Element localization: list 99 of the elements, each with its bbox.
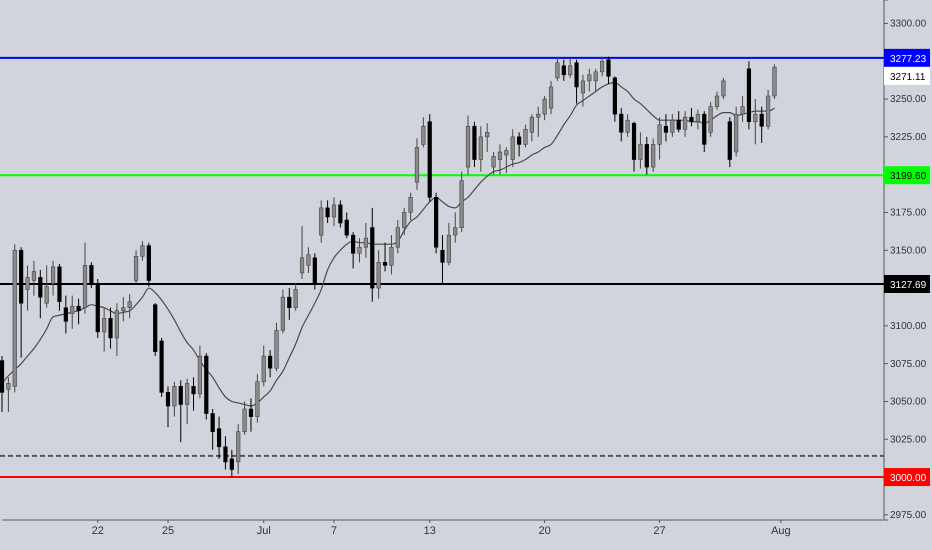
candlestick: [50, 260, 56, 296]
y-tick-label: 3025.00: [890, 434, 927, 446]
candlestick: [338, 200, 342, 228]
candlestick: [172, 381, 176, 418]
candlestick: [287, 288, 292, 320]
candlestick: [517, 132, 522, 157]
candlestick: [248, 398, 254, 432]
y-tick-label: 2975.00: [890, 510, 927, 522]
candlestick: [76, 298, 81, 325]
candlestick: [294, 283, 298, 312]
candlestick: [530, 114, 534, 142]
x-tick-label: 7: [330, 524, 338, 537]
x-tick-label: 22: [92, 524, 104, 537]
x-tick-label: 25: [162, 524, 174, 537]
candlestick: [676, 110, 681, 133]
candlestick: [562, 59, 566, 82]
candlestick: [364, 222, 368, 258]
candlestick: [332, 196, 336, 227]
candlestick: [682, 110, 688, 138]
candlestick: [638, 132, 643, 170]
candlestick: [606, 56, 611, 84]
candlestick: [357, 238, 362, 263]
candlestick: [664, 114, 668, 142]
x-tick-label: 20: [538, 524, 551, 537]
ref-line-label: 3277.23: [890, 54, 927, 65]
ref-line-label: 3000.00: [890, 473, 927, 484]
candlestick: [600, 56, 604, 77]
candlestick: [408, 192, 413, 221]
candlestick: [498, 144, 502, 176]
y-tick-label: 3100.00: [890, 321, 927, 332]
candlestick: [587, 68, 592, 92]
candlestick: [268, 350, 272, 378]
candlestick: [542, 96, 547, 121]
candlestick: [185, 378, 190, 425]
candlestick: [210, 408, 215, 450]
candlestick: [491, 151, 496, 176]
y-tick-label: 3300.00: [890, 18, 927, 30]
candlestick: [536, 106, 540, 138]
candlestick: [523, 124, 528, 148]
candlestick: [485, 122, 490, 152]
x-tick-label: 27: [653, 524, 666, 537]
candlestick: [760, 106, 764, 144]
candlestick: [714, 90, 720, 110]
x-tick-label: Aug: [771, 524, 791, 537]
candlestick: [32, 260, 36, 296]
candlestick: [306, 246, 311, 274]
candlestick: [64, 295, 68, 334]
candlestick: [670, 114, 674, 138]
candlestick: [753, 98, 758, 145]
candlestick: [721, 77, 726, 100]
candlestick: [689, 108, 694, 127]
y-tick-label: 3225.00: [890, 132, 927, 144]
candlestick: [300, 226, 304, 280]
candlestick: [382, 242, 388, 272]
candlestick: [478, 126, 483, 172]
text: 3271.11: [890, 72, 926, 83]
candlestick: [651, 138, 656, 172]
y-tick-label: 3075.00: [890, 358, 927, 370]
candlestick: [657, 116, 662, 160]
x-tick-label: Jul: [256, 524, 271, 537]
y-tick-label: 3250.00: [890, 94, 927, 106]
candlestick: [504, 146, 508, 174]
candlestick: [128, 294, 132, 319]
candlestick: [178, 380, 183, 443]
ref-line-label: 3127.69: [890, 280, 927, 291]
candlestick: [396, 220, 400, 254]
candlestick: [453, 212, 458, 244]
candlestick: [70, 295, 74, 330]
candlestick: [696, 109, 700, 130]
candlestick: [555, 56, 560, 82]
candlestick: [325, 200, 330, 224]
candlestick: [216, 416, 222, 460]
candlestick: [548, 80, 554, 115]
candlestick: [644, 136, 649, 176]
y-tick-label: 3175.00: [890, 208, 927, 219]
candlestick: [626, 114, 630, 138]
candlestick: [389, 234, 394, 275]
candlestick: [223, 436, 228, 470]
candlestick: [421, 116, 426, 148]
x-tick-label: 13: [424, 524, 436, 537]
candlestick: [166, 386, 170, 428]
y-tick-label: 3150.00: [890, 245, 927, 256]
candlestick: [740, 96, 745, 122]
candlestick: [230, 449, 234, 478]
candlestick: [568, 58, 572, 78]
ref-line-label: 3199.60: [890, 171, 927, 182]
candlestick: [402, 207, 406, 236]
candlestick: [108, 307, 113, 350]
candlestick: [25, 264, 30, 312]
candlestick: [102, 307, 106, 352]
y-tick-label: 3050.00: [890, 396, 927, 408]
candlestick: [140, 240, 145, 262]
candlestick: [121, 296, 126, 322]
candlestick: [44, 264, 49, 308]
candlestick: [351, 232, 356, 269]
candlestick: [619, 108, 624, 142]
candlestick: [510, 128, 515, 168]
candlestick: [191, 376, 196, 412]
candlestick: [344, 212, 349, 239]
